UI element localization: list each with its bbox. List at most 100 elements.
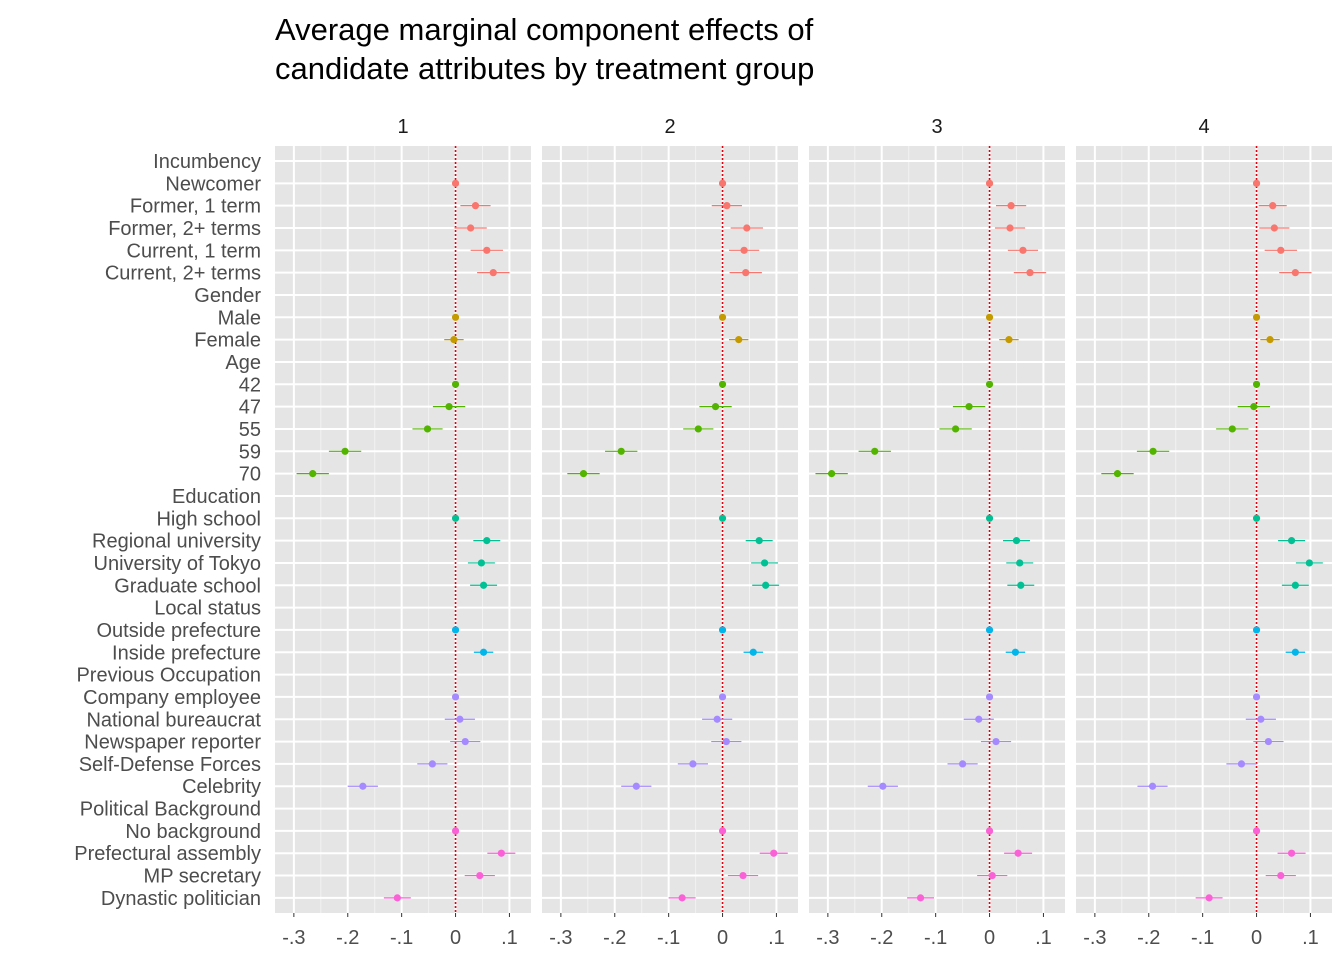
estimate-point [762,581,770,589]
x-tick-label: -.3 [816,927,839,949]
x-tick-label: -.1 [924,927,947,949]
estimate-point [579,470,588,478]
estimate-point [722,737,730,746]
estimate-point [1007,202,1015,210]
x-tick-label: -.3 [549,927,572,949]
estimate-point [428,760,436,768]
estimate-point [1011,648,1020,656]
y-label: 42 [239,374,261,396]
x-tick-label: 0 [984,927,995,949]
estimate-point [871,447,879,455]
y-label: Current, 1 term [127,240,261,262]
estimate-point [718,380,727,388]
estimate-point [451,179,460,187]
y-label: Self-Defense Forces [79,754,261,776]
estimate-point [916,894,925,902]
estimate-point [617,447,625,455]
estimate-point [770,849,778,857]
estimate-point [445,403,453,411]
estimate-point [985,313,994,321]
x-tick-label: -.2 [603,927,626,949]
estimate-point [985,380,994,388]
estimate-point [483,537,491,545]
y-label: Prefectural assembly [74,843,261,865]
estimate-point [1277,246,1285,254]
estimate-point [1113,470,1122,478]
estimate-point [711,403,720,411]
y-label: 59 [239,441,261,463]
estimate-point [1237,760,1246,768]
x-tick-label: -.1 [390,927,413,949]
estimate-point [359,782,367,790]
estimate-point [718,313,727,321]
estimate-point [740,246,748,254]
x-tick-label: .1 [768,927,785,949]
estimate-point [309,470,317,478]
estimate-point [1291,269,1299,277]
estimate-point [450,336,458,344]
y-label: No background [125,821,261,843]
estimate-point [1005,336,1013,344]
estimate-point [461,737,469,746]
estimate-point [1205,894,1213,902]
estimate-point [1252,626,1261,634]
y-label: Outside prefecture [96,620,261,642]
facet-strip-label: 3 [931,116,942,138]
x-tick-label: -.1 [1191,927,1214,949]
estimate-point [975,715,983,723]
estimate-point [1266,336,1274,344]
estimate-point [689,760,697,768]
y-label: Female [194,330,261,352]
panel-background [809,146,1065,913]
estimate-point [985,693,994,701]
estimate-point [718,514,727,522]
y-label: Political Background [80,799,261,821]
y-label: Age [225,352,261,374]
estimate-point [341,447,349,455]
y-label: Former, 1 term [130,196,261,218]
estimate-point [632,782,640,790]
estimate-point [393,894,401,902]
estimate-point [1305,559,1313,567]
estimate-point [1252,179,1261,187]
estimate-point [477,559,486,567]
y-label: 70 [239,464,261,486]
estimate-point [451,514,460,522]
y-label: 47 [239,397,261,419]
estimate-point [713,715,721,723]
facet-strip-label: 4 [1198,116,1209,138]
estimate-point [483,246,491,254]
estimate-point [1287,537,1296,545]
estimate-point [988,871,996,880]
estimate-point [828,470,836,478]
chart-title-line-2: candidate attributes by treatment group [275,51,814,86]
estimate-point [1148,782,1157,790]
x-tick-label: -.2 [870,927,893,949]
y-label: National bureaucrat [86,709,261,731]
estimate-point [1252,693,1261,701]
x-tick-label: .1 [1035,927,1052,949]
chart-title-line-1: Average marginal component effects of [275,12,814,47]
y-label: 55 [239,419,261,441]
estimate-point [1006,224,1014,232]
estimate-point [1014,849,1022,857]
estimate-point [1252,380,1261,388]
estimate-point [1026,269,1034,277]
estimate-point [1252,313,1261,321]
estimate-point [451,626,460,634]
y-label: MP secretary [144,866,261,888]
y-label: Regional university [92,531,261,553]
estimate-point [1257,715,1265,723]
estimate-point [694,425,702,433]
x-tick-label: -.2 [1137,927,1160,949]
facet-panel-3: 3 -.3 -.2 -.1 0 .1 [809,116,1065,949]
estimate-point [489,269,497,277]
facet-panel-4: 4 -.3 -.2 -.1 0 .1 [1076,116,1332,949]
estimate-point [1291,648,1299,656]
estimate-point [985,827,994,835]
x-tick-label: -.1 [657,927,680,949]
facet-strip-label: 1 [397,116,408,138]
x-tick-label: 0 [450,927,461,949]
estimate-point [723,202,731,210]
